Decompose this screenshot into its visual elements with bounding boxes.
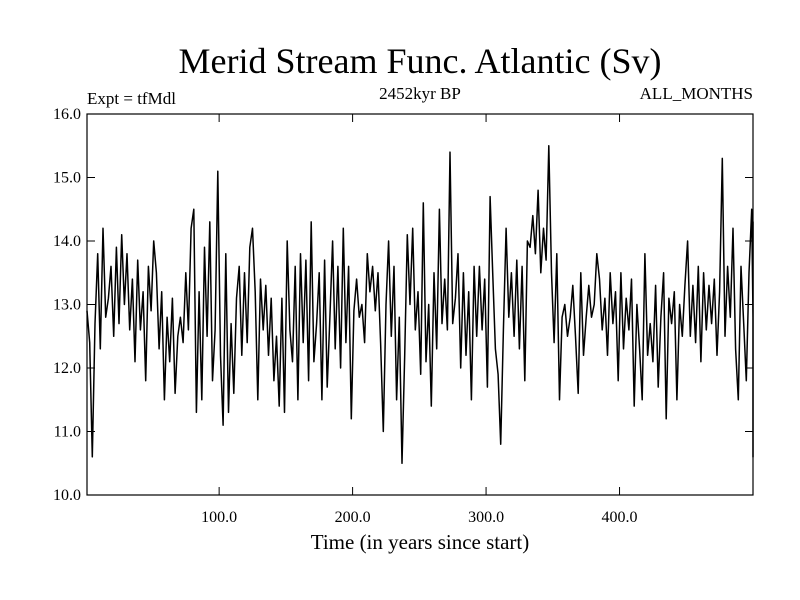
y-tick-label: 15.0 <box>53 170 81 187</box>
x-tick-label: 200.0 <box>335 509 371 526</box>
experiment-label: Expt = tfMdl <box>87 89 176 108</box>
months-label: ALL_MONTHS <box>640 84 753 103</box>
x-tick-label: 400.0 <box>602 509 638 526</box>
x-tick-label: 300.0 <box>468 509 504 526</box>
time-period-label: 2452kyr BP <box>379 84 461 103</box>
x-axis: 100.0 200.0 300.0 400.0 <box>201 114 638 526</box>
y-tick-label: 11.0 <box>54 424 81 441</box>
x-tick-label: 100.0 <box>201 509 237 526</box>
y-tick-label: 14.0 <box>53 233 81 250</box>
y-tick-label: 10.0 <box>53 487 81 504</box>
y-axis: 10.0 11.0 12.0 13.0 14.0 15.0 16.0 <box>53 106 753 504</box>
y-tick-label: 13.0 <box>53 297 81 314</box>
y-tick-label: 16.0 <box>53 106 81 123</box>
x-axis-label: Time (in years since start) <box>311 530 530 554</box>
y-tick-label: 12.0 <box>53 360 81 377</box>
chart-title: Merid Stream Func. Atlantic (Sv) <box>179 41 662 81</box>
series-line <box>86 145 754 465</box>
